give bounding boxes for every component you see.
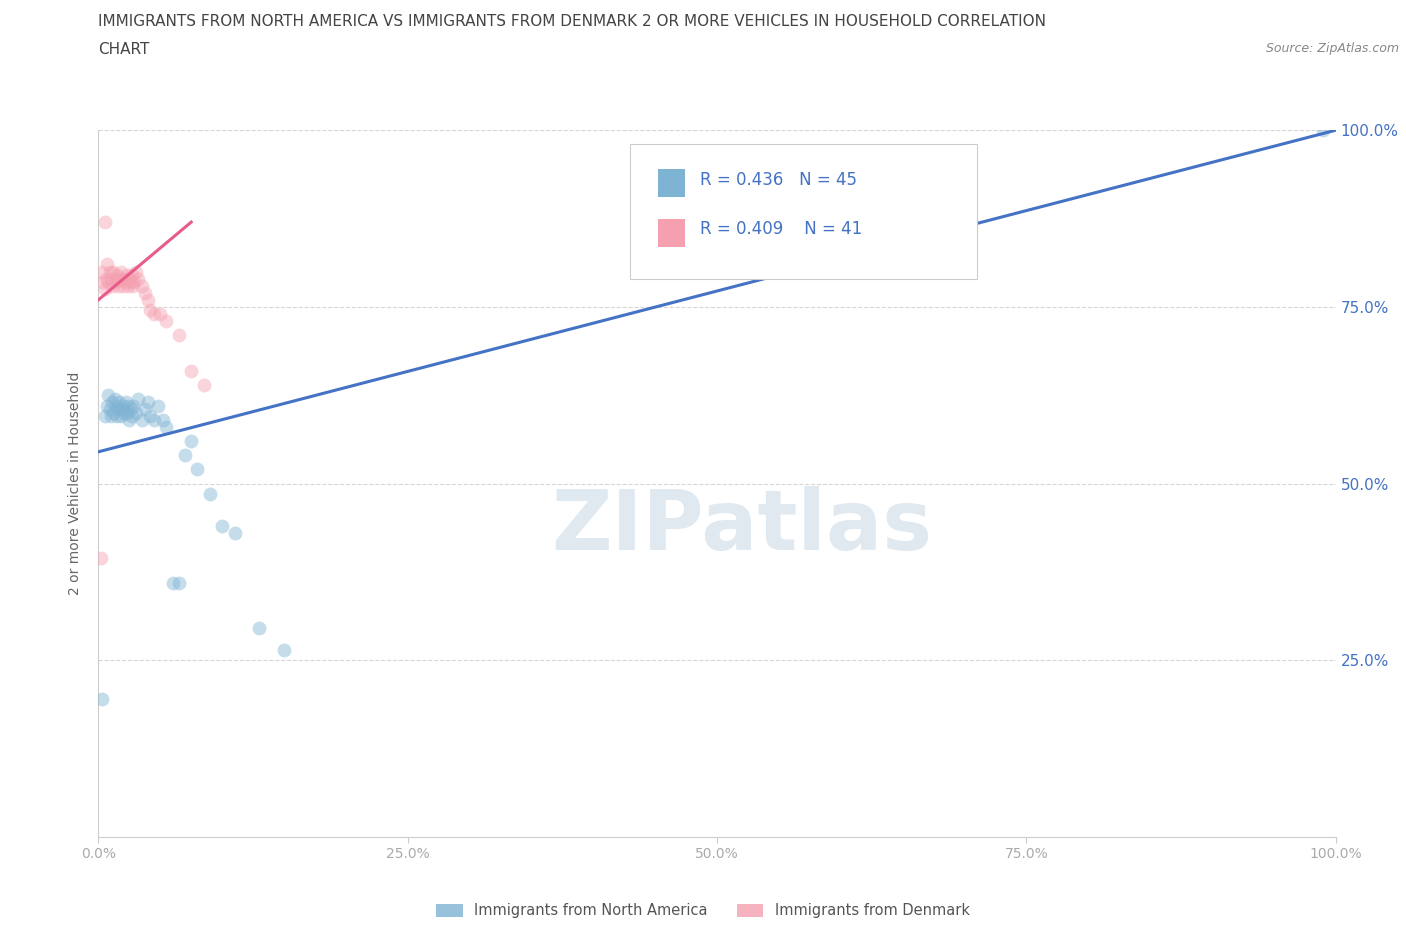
Point [112, 278, 135, 293]
Point [124, 264, 146, 279]
Point [110, 409, 132, 424]
Point [103, 272, 125, 286]
Point [101, 278, 124, 293]
Point [101, 395, 124, 410]
Text: CHART: CHART [98, 42, 150, 57]
Point [186, 462, 208, 477]
Point [103, 405, 125, 420]
Point [105, 268, 128, 283]
Point [112, 272, 135, 286]
Point [98, 402, 121, 417]
Point [91, 264, 114, 279]
Point [108, 272, 131, 286]
Point [146, 398, 169, 413]
Point [120, 274, 142, 289]
Text: R = 0.409    N = 41: R = 0.409 N = 41 [700, 220, 862, 238]
Text: ZIPatlas: ZIPatlas [551, 485, 932, 566]
Point [104, 274, 127, 289]
Point [1312, 123, 1334, 138]
Point [100, 272, 122, 286]
Point [134, 286, 156, 300]
Point [162, 575, 184, 590]
Point [122, 398, 145, 413]
Point [114, 395, 136, 410]
Text: IMMIGRANTS FROM NORTH AMERICA VS IMMIGRANTS FROM DENMARK 2 OR MORE VEHICLES IN H: IMMIGRANTS FROM NORTH AMERICA VS IMMIGRA… [98, 14, 1046, 29]
Point [114, 274, 136, 289]
Point [105, 409, 128, 424]
Point [98, 264, 121, 279]
Point [93, 282, 115, 297]
Point [149, 307, 172, 322]
FancyBboxPatch shape [658, 219, 685, 246]
Point [94, 272, 117, 286]
Point [93, 215, 115, 230]
Point [108, 395, 131, 410]
Point [115, 405, 138, 420]
Point [104, 398, 127, 413]
Point [131, 278, 153, 293]
Point [136, 292, 159, 307]
Point [96, 398, 118, 413]
Point [117, 398, 139, 413]
Point [124, 274, 146, 289]
Point [117, 278, 139, 293]
Point [180, 433, 202, 448]
Point [111, 272, 134, 286]
FancyBboxPatch shape [658, 169, 685, 197]
Point [198, 486, 221, 501]
Point [96, 257, 118, 272]
Point [93, 409, 115, 424]
Point [167, 327, 190, 342]
Point [139, 409, 162, 424]
Point [143, 413, 166, 428]
Point [111, 402, 134, 417]
Point [134, 402, 156, 417]
Point [118, 413, 141, 428]
Point [112, 405, 135, 420]
Point [121, 268, 143, 283]
Point [127, 272, 149, 286]
Point [103, 264, 125, 279]
Point [97, 274, 120, 289]
Point [139, 303, 162, 318]
Point [115, 268, 138, 283]
Point [247, 621, 270, 636]
Point [112, 398, 135, 413]
Y-axis label: 2 or more Vehicles in Household: 2 or more Vehicles in Household [69, 372, 83, 595]
FancyBboxPatch shape [630, 144, 977, 279]
Point [174, 448, 197, 463]
Point [155, 419, 177, 434]
Point [122, 278, 145, 293]
Point [93, 274, 115, 289]
Point [193, 378, 215, 392]
Point [224, 525, 246, 540]
Point [90, 551, 112, 565]
Point [120, 402, 142, 417]
Point [103, 392, 125, 406]
Point [131, 413, 153, 428]
Point [180, 363, 202, 378]
Point [100, 409, 122, 424]
Text: R = 0.436   N = 45: R = 0.436 N = 45 [700, 171, 856, 189]
Point [211, 519, 233, 534]
Point [127, 392, 149, 406]
Point [91, 692, 114, 707]
Point [97, 388, 120, 403]
Point [124, 405, 146, 420]
Point [155, 313, 177, 328]
Text: Source: ZipAtlas.com: Source: ZipAtlas.com [1265, 42, 1399, 55]
Point [107, 402, 129, 417]
Point [110, 264, 132, 279]
Point [143, 307, 166, 322]
Point [121, 409, 143, 424]
Point [152, 413, 174, 428]
Point [118, 272, 141, 286]
Point [136, 395, 159, 410]
Point [167, 575, 190, 590]
Legend: Immigrants from North America, Immigrants from Denmark: Immigrants from North America, Immigrant… [436, 903, 970, 918]
Point [107, 278, 129, 293]
Point [273, 643, 295, 658]
